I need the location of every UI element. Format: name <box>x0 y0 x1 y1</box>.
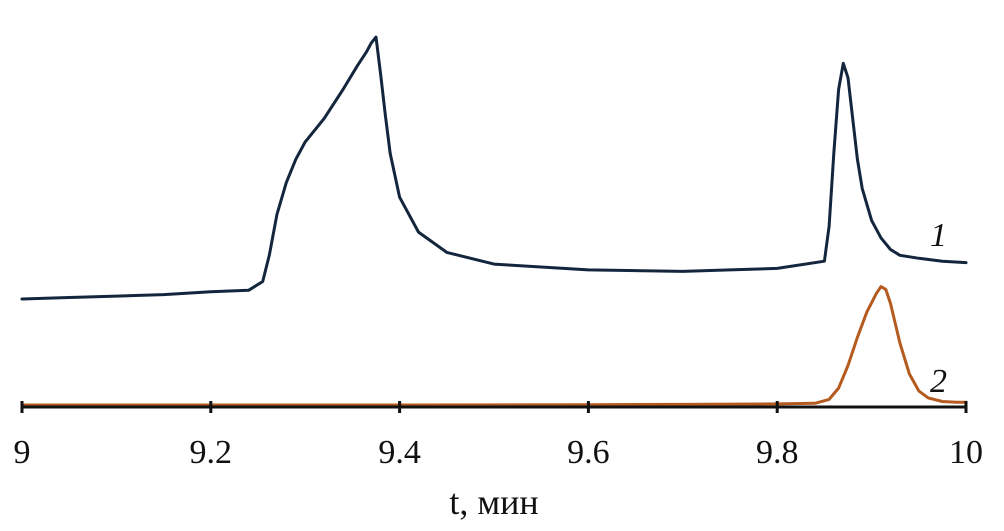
series-label-1: 1 <box>930 217 947 254</box>
series-line-1 <box>20 35 968 301</box>
series-labels: 12 <box>930 217 947 400</box>
x-tick-label: 10 <box>949 434 983 471</box>
x-tick-label: 9 <box>14 434 31 471</box>
x-axis-title: t, мин <box>449 482 538 522</box>
x-tick-label: 9.2 <box>190 434 233 471</box>
x-tick-label: 9.6 <box>567 434 610 471</box>
series-line-2 <box>20 285 968 407</box>
x-axis-ticks: 9 9.2 9.4 9.6 9.8 10 <box>14 401 983 471</box>
x-tick-label: 9.8 <box>756 434 799 471</box>
x-tick-label: 9.4 <box>378 434 421 471</box>
series-label-2: 2 <box>930 363 947 400</box>
series-layer <box>20 35 968 407</box>
